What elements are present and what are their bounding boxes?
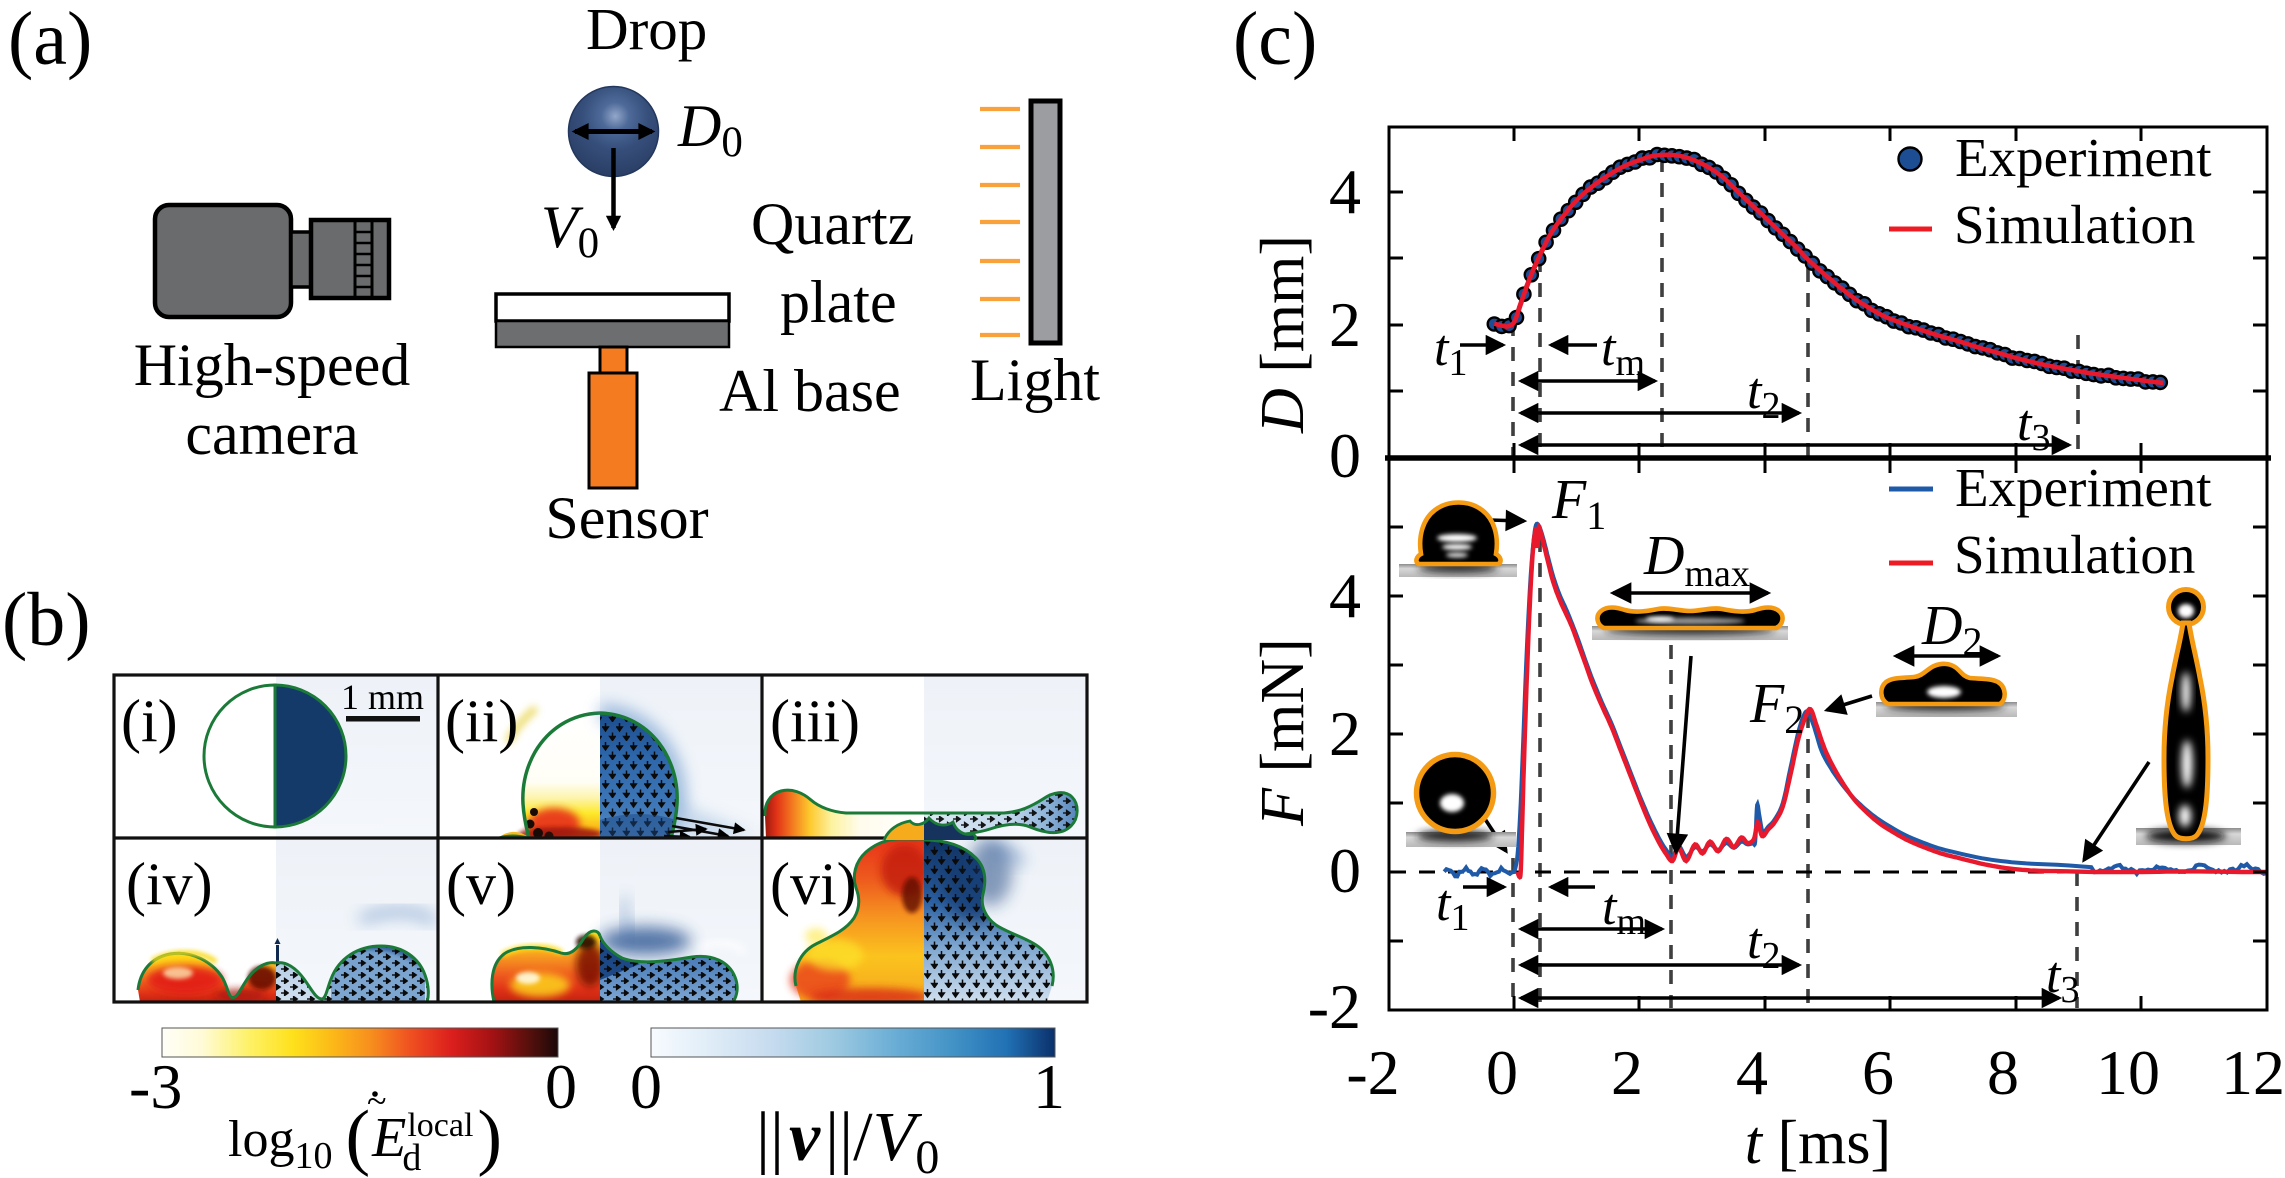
- svg-text:t2: t2: [1747, 363, 1780, 427]
- svg-text:2: 2: [1329, 698, 1361, 769]
- svg-text:tm: tm: [1602, 879, 1646, 943]
- svg-text:Experiment: Experiment: [1955, 127, 2212, 188]
- svg-text:(ii): (ii): [445, 688, 518, 754]
- svg-text:0: 0: [1329, 835, 1361, 906]
- svg-text:0: 0: [1329, 420, 1361, 491]
- svg-text:(vi): (vi): [770, 851, 857, 917]
- svg-text:10: 10: [2096, 1037, 2160, 1108]
- svg-text:(i): (i): [121, 688, 178, 754]
- svg-text:D [mm]: D [mm]: [1249, 235, 1317, 434]
- svg-text:Drop: Drop: [586, 0, 707, 62]
- svg-text:2: 2: [1611, 1037, 1643, 1108]
- svg-text:High-speed: High-speed: [134, 332, 411, 398]
- svg-text:-2: -2: [1308, 971, 1361, 1042]
- svg-text:plate: plate: [780, 269, 897, 335]
- svg-text:8: 8: [1987, 1037, 2019, 1108]
- svg-text:V0: V0: [541, 194, 599, 267]
- svg-text:Quartz: Quartz: [751, 191, 914, 257]
- svg-text:4: 4: [1329, 560, 1361, 631]
- svg-text:(b): (b): [2, 578, 91, 662]
- svg-text:0: 0: [1486, 1037, 1518, 1108]
- svg-text:6: 6: [1862, 1037, 1894, 1108]
- svg-text:F [mN]: F [mN]: [1249, 638, 1317, 827]
- svg-text:-2: -2: [1346, 1037, 1399, 1108]
- svg-text:t [ms]: t [ms]: [1745, 1109, 1891, 1177]
- svg-text:t1: t1: [1436, 875, 1469, 939]
- svg-text:F1: F1: [1551, 469, 1606, 538]
- svg-text:-3: -3: [129, 1051, 182, 1122]
- svg-text:0: 0: [545, 1051, 577, 1122]
- svg-text:~: ~: [367, 1081, 386, 1121]
- svg-text:2: 2: [1329, 289, 1361, 360]
- svg-text:4: 4: [1736, 1037, 1768, 1108]
- svg-text:Light: Light: [970, 347, 1100, 413]
- svg-text:tm: tm: [1601, 320, 1645, 384]
- svg-text:12: 12: [2221, 1037, 2285, 1108]
- svg-text:Dmax: Dmax: [1643, 525, 1750, 595]
- svg-text:Sensor: Sensor: [545, 485, 708, 551]
- svg-text:t3: t3: [2017, 395, 2050, 459]
- svg-text:(v): (v): [446, 851, 516, 917]
- svg-text:t2: t2: [1747, 913, 1780, 977]
- svg-text:1: 1: [1033, 1051, 1065, 1122]
- svg-text:Simulation: Simulation: [1954, 524, 2195, 585]
- svg-text:F2: F2: [1749, 673, 1804, 742]
- svg-text:D2: D2: [1921, 595, 1982, 664]
- svg-text:t1: t1: [1434, 320, 1467, 384]
- svg-text:(iii): (iii): [770, 688, 860, 754]
- svg-text:(c): (c): [1233, 0, 1317, 81]
- svg-text:D0: D0: [677, 93, 743, 166]
- svg-text:||v||/V0: ||v||/V0: [756, 1099, 939, 1178]
- svg-text:log10 (Edlocal): log10 (Edlocal): [228, 1096, 502, 1178]
- svg-text:t3: t3: [2046, 947, 2079, 1011]
- svg-text:Experiment: Experiment: [1955, 457, 2212, 518]
- svg-text:(iv): (iv): [126, 851, 213, 917]
- svg-text:(a): (a): [8, 0, 92, 81]
- svg-text:Al base: Al base: [719, 358, 901, 424]
- svg-text:0: 0: [630, 1051, 662, 1122]
- svg-text:camera: camera: [185, 401, 358, 467]
- svg-text:1 mm: 1 mm: [341, 677, 424, 717]
- svg-text:Simulation: Simulation: [1954, 194, 2195, 255]
- svg-text:4: 4: [1329, 156, 1361, 227]
